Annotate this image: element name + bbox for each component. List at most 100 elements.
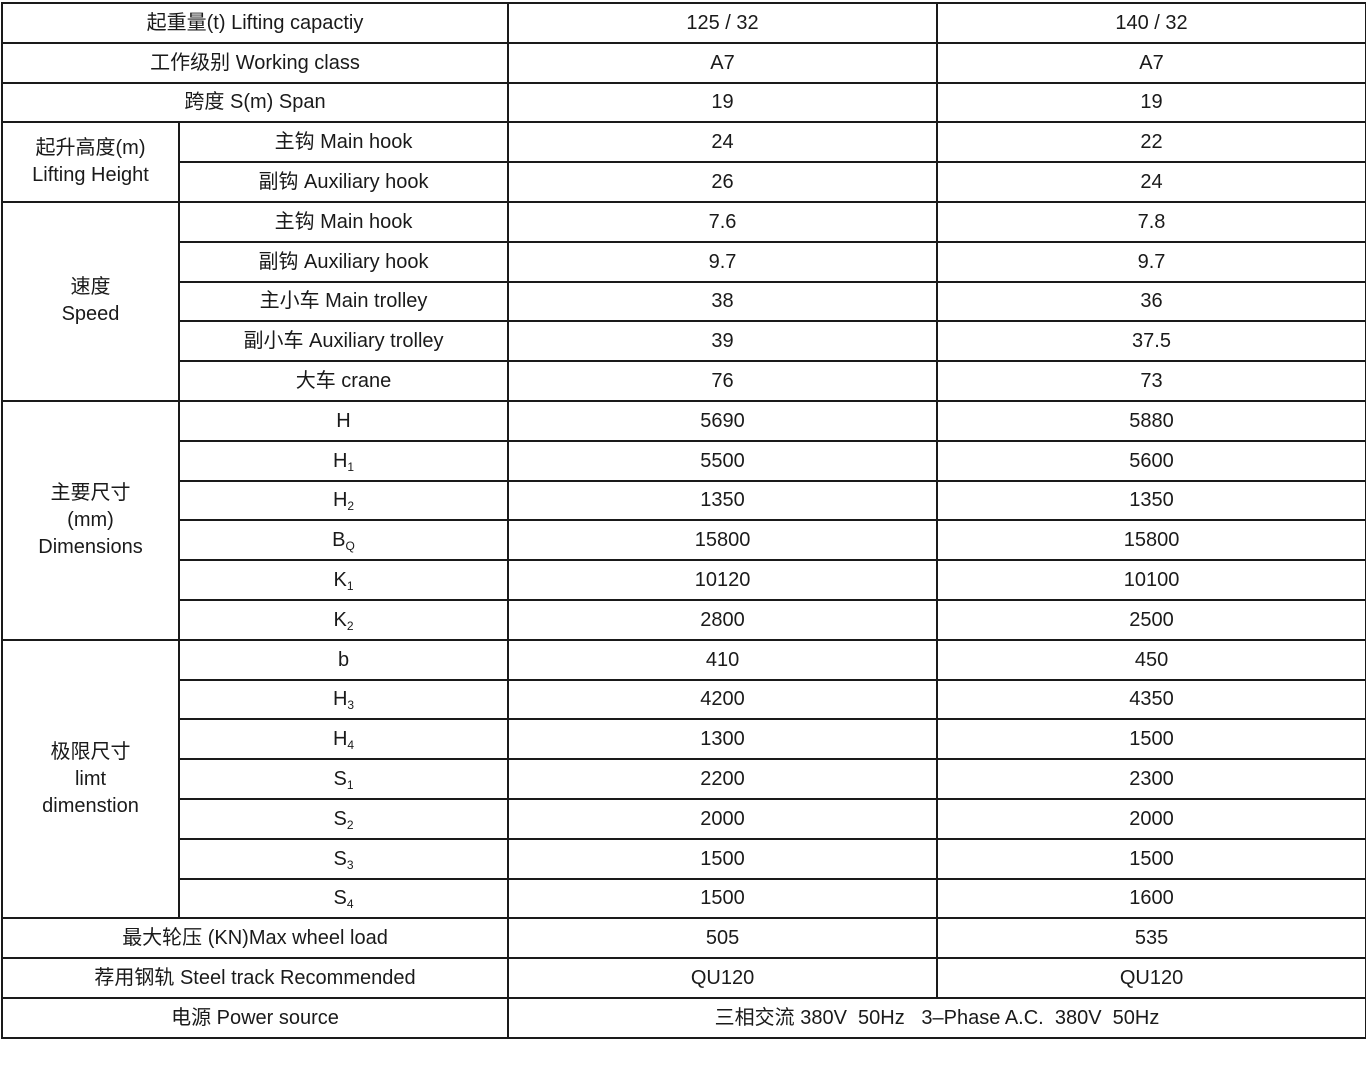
row-label-text: S xyxy=(333,847,347,870)
row-label-text: 主小车 Main trolley xyxy=(259,290,428,313)
value-cell: 2500 xyxy=(936,598,1366,641)
value-cell: 10100 xyxy=(936,559,1366,601)
value-cell: 1300 xyxy=(507,718,939,761)
value-cell: 5500 xyxy=(507,439,939,482)
row-label-subscript: 2 xyxy=(346,618,354,633)
row-label: 副小车 Auxiliary trolley xyxy=(177,320,510,363)
row-label: 大车 crane xyxy=(177,360,510,402)
row-label: H xyxy=(177,399,510,442)
group-label-line: 起升高度(m) xyxy=(35,137,146,160)
row-label-text: S xyxy=(333,768,347,791)
value-cell: 15800 xyxy=(936,519,1366,562)
row-label: 副钩 Auxiliary hook xyxy=(177,240,510,283)
row-label-subscript: Q xyxy=(345,539,355,554)
row-label-subscript: 1 xyxy=(347,459,355,474)
row-label: 主钩 Main hook xyxy=(177,121,510,164)
table-row: S4 1500 1600 xyxy=(2,877,1366,920)
table-row: 最大轮压 (KN)Max wheel load 505 535 xyxy=(0,917,1366,960)
row-label-subscript: 3 xyxy=(347,698,355,713)
table-row: H3 4200 4350 xyxy=(2,678,1366,721)
group-label: 主要尺寸 (mm) Dimensions xyxy=(1,399,180,641)
value-cell: A7 xyxy=(507,41,939,84)
group-label-line: 极限尺寸 xyxy=(50,740,131,763)
row-label-text: 副钩 Auxiliary hook xyxy=(258,250,429,273)
row-label-text: H xyxy=(332,688,348,711)
value-cell: 505 xyxy=(507,917,939,960)
value-cell: 2800 xyxy=(507,598,939,641)
value-cell: 9.7 xyxy=(507,240,939,283)
row-label: b xyxy=(177,638,510,681)
row-label: H3 xyxy=(177,678,510,721)
row-label: 跨度 S(m) Span xyxy=(0,81,510,124)
table-row: S1 2200 2300 xyxy=(2,758,1366,800)
row-label-text: H xyxy=(332,489,348,512)
value-cell: 410 xyxy=(507,638,939,681)
row-label-text: H xyxy=(332,449,348,472)
value-cell: 7.6 xyxy=(507,200,939,243)
row-label-text: 主钩 Main hook xyxy=(274,210,413,233)
group-label-line: Lifting Height xyxy=(32,164,149,187)
row-label: K1 xyxy=(177,559,510,601)
value-cell: 19 xyxy=(936,81,1366,124)
row-label-text: K xyxy=(333,608,347,631)
value-cell: 5690 xyxy=(507,399,939,442)
row-label-text: K xyxy=(333,569,347,592)
value-cell: 26 xyxy=(507,161,939,203)
group-label-line: dimenstion xyxy=(42,794,139,817)
table-row: 主要尺寸 (mm) Dimensions H 5690 5880 xyxy=(1,399,1366,641)
table-row: S2 2000 2000 xyxy=(2,797,1366,840)
row-label-text: b xyxy=(337,648,350,671)
table-row: 电源 Power source 三相交流 380V 50Hz 3–Phase A.… xyxy=(0,996,1366,1039)
value-cell: 1500 xyxy=(936,837,1366,880)
row-label: 电源 Power source xyxy=(0,996,510,1039)
value-cell: 450 xyxy=(936,638,1366,681)
row-label: 最大轮压 (KN)Max wheel load xyxy=(0,917,510,960)
row-label-text: 大车 crane xyxy=(295,370,392,393)
value-cell: 1350 xyxy=(507,479,939,522)
value-cell: 4200 xyxy=(507,678,939,721)
row-label-subscript: 2 xyxy=(346,817,354,832)
group-label-line: 速度 xyxy=(70,276,111,299)
table-row: 起升高度(m) Lifting Height 主钩 Main hook 24 22 xyxy=(1,121,1366,203)
row-label-subscript: 2 xyxy=(347,499,355,514)
value-cell: 73 xyxy=(936,360,1366,402)
table-row: 极限尺寸 limt dimenstion b 410 450 xyxy=(1,638,1366,920)
row-label: S1 xyxy=(177,758,510,800)
table-row: 大车 crane 76 73 xyxy=(2,360,1366,402)
row-label: 起重量(t) Lifting capactiy xyxy=(0,2,510,44)
value-cell: 1350 xyxy=(936,479,1366,522)
value-cell: 2200 xyxy=(507,758,939,800)
group-label-line: 主要尺寸 xyxy=(50,481,131,504)
row-label: 工作级别 Working class xyxy=(0,41,510,84)
value-cell: 2000 xyxy=(936,797,1366,840)
value-cell: 2000 xyxy=(507,797,939,840)
row-label-text: 副钩 Auxiliary hook xyxy=(258,171,429,194)
value-cell: 125 / 32 xyxy=(507,2,939,44)
row-label-subscript: 1 xyxy=(346,579,354,594)
group-label-line: Dimensions xyxy=(38,535,143,558)
value-cell: 37.5 xyxy=(936,320,1366,363)
value-cell: 1500 xyxy=(507,837,939,880)
group-label: 极限尺寸 limt dimenstion xyxy=(1,638,180,920)
row-label-text: S xyxy=(333,807,347,830)
value-cell: 5600 xyxy=(936,439,1366,482)
table-row: K1 10120 10100 xyxy=(2,559,1366,601)
crane-spec-table: 起重量(t) Lifting capactiy 125 / 32 140 / 32 工… xyxy=(0,2,1366,1039)
group-label-line: limt xyxy=(74,767,107,790)
row-label: H1 xyxy=(177,439,510,482)
value-cell: 15800 xyxy=(507,519,939,562)
table-row: 副钩 Auxiliary hook 26 24 xyxy=(2,161,1366,203)
table-row: 副钩 Auxiliary hook 9.7 9.7 xyxy=(2,240,1366,283)
value-cell: 19 xyxy=(507,81,939,124)
value-cell: 76 xyxy=(507,360,939,402)
value-cell: 10120 xyxy=(507,559,939,601)
row-label: 荐用钢轨 Steel track Recommended xyxy=(0,957,510,999)
row-label: S3 xyxy=(177,837,510,880)
row-label-subscript: 1 xyxy=(346,778,354,793)
table-row: BQ 15800 15800 xyxy=(2,519,1366,562)
table-row: H1 5500 5600 xyxy=(2,439,1366,482)
row-label: K2 xyxy=(177,598,510,641)
row-label: H4 xyxy=(177,718,510,761)
value-cell: 535 xyxy=(936,917,1366,960)
row-label-text: 主钩 Main hook xyxy=(274,131,413,154)
